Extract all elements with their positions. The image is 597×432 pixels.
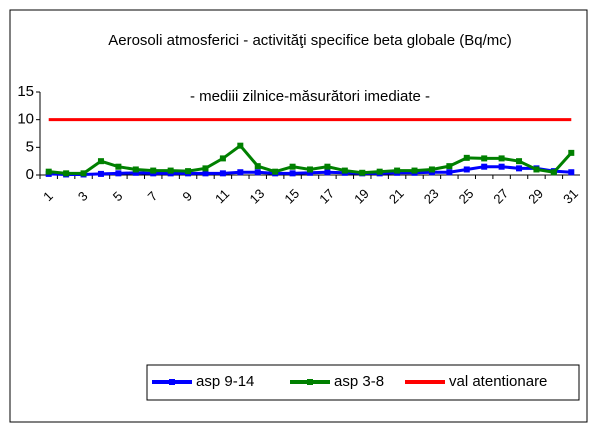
point-marker [446,163,453,170]
point-marker [341,167,348,174]
point-marker [481,163,488,170]
point-marker [97,170,104,177]
point-marker [272,168,279,175]
point-marker [463,166,470,173]
point-marker [568,149,575,156]
chart-subtitle: - mediii zilnice-măsurători imediate - [190,88,430,105]
point-marker [516,158,523,165]
point-marker [219,170,226,177]
point-marker [376,168,383,175]
point-marker [202,165,209,172]
point-marker [307,169,313,176]
point-marker [167,167,174,174]
legend-label: val atentionare [449,373,547,390]
point-marker [428,166,435,173]
point-marker [45,168,52,175]
point-marker [80,170,87,177]
point-marker [359,169,366,176]
point-marker [498,155,505,162]
point-marker [219,155,226,162]
y-tick-label: 5 [26,138,34,155]
legend-label: asp 9-14 [196,373,254,390]
point-marker [115,163,122,170]
point-marker [63,170,70,177]
y-tick-label: 15 [17,83,34,100]
point-marker [237,142,244,149]
y-tick-label: 0 [26,166,34,183]
chart-title: Aerosoli atmosferici - activităţi specif… [108,32,512,49]
point-marker [533,166,540,173]
point-marker [463,154,470,161]
legend-box [146,364,580,401]
point-marker [394,167,401,174]
legend-marker [169,379,175,385]
point-marker [150,167,157,174]
point-marker [185,168,192,175]
point-marker [202,170,209,177]
point-marker [446,169,453,176]
point-marker [254,163,261,170]
point-marker [481,155,488,162]
point-marker [324,163,331,170]
y-tick-label: 10 [17,111,34,128]
point-marker [498,163,505,170]
point-marker [254,169,261,176]
point-marker [550,169,557,176]
point-marker [307,166,313,173]
point-marker [97,158,104,165]
legend-label: asp 3-8 [334,373,384,390]
point-marker [237,169,244,176]
point-marker [132,166,139,173]
point-marker [516,165,523,172]
point-marker [568,169,575,176]
point-marker [411,167,418,174]
legend-marker [307,379,313,385]
point-marker [289,163,296,170]
point-marker [289,170,296,177]
chart-border [9,9,588,423]
point-marker [115,170,122,177]
point-marker [132,169,139,176]
point-marker [324,169,331,176]
